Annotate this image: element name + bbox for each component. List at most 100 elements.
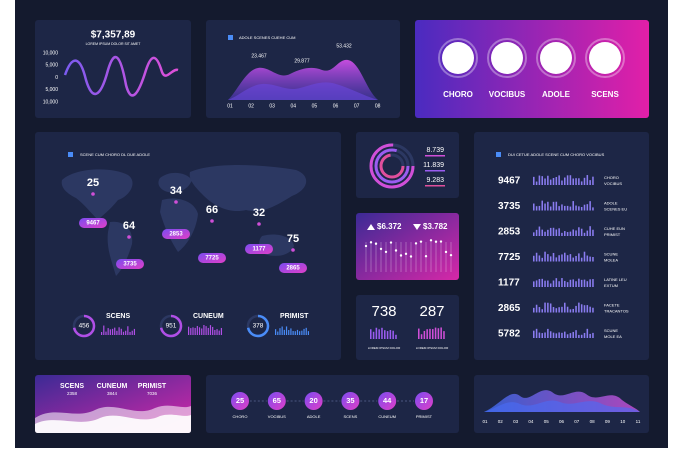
panel bbox=[356, 295, 459, 360]
legend-swatch bbox=[496, 152, 501, 157]
mini-bar bbox=[426, 329, 428, 339]
mini-bar bbox=[196, 325, 198, 335]
score-label: VOCIBUS bbox=[489, 90, 526, 99]
mini-bar bbox=[566, 306, 569, 313]
mini-bar bbox=[307, 331, 310, 335]
mini-bar bbox=[544, 332, 546, 338]
mini-bar bbox=[569, 231, 572, 236]
mini-bar bbox=[589, 180, 591, 185]
row-value: 2865 bbox=[498, 303, 521, 314]
mini-bar bbox=[552, 227, 555, 236]
mini-bar bbox=[575, 178, 577, 185]
mini-bar bbox=[547, 328, 549, 338]
mini-bar bbox=[101, 332, 103, 335]
mini-bar bbox=[375, 327, 378, 339]
price-dot bbox=[404, 252, 408, 256]
mini-bar bbox=[569, 254, 572, 262]
score-value: 98 bbox=[452, 50, 464, 62]
mini-bar bbox=[443, 331, 445, 339]
mini-bar bbox=[572, 178, 575, 185]
mini-bar bbox=[561, 204, 563, 211]
pin-pill bbox=[198, 253, 226, 263]
mini-bar bbox=[277, 331, 279, 335]
mini-bar bbox=[544, 178, 546, 185]
pin-dot bbox=[127, 235, 131, 239]
mini-bar bbox=[586, 230, 589, 236]
data-label: 53.432 bbox=[336, 43, 352, 49]
pair-caption: LOREM IPSUM DOLOR bbox=[368, 346, 401, 350]
mini-bar bbox=[432, 329, 434, 339]
panel bbox=[415, 20, 649, 118]
mini-bar bbox=[555, 229, 558, 236]
mini-bar bbox=[207, 327, 209, 335]
mini-bar bbox=[580, 181, 583, 185]
axis-label: 5,000 bbox=[45, 87, 58, 93]
mini-bar bbox=[566, 205, 569, 211]
mini-bar bbox=[547, 302, 549, 313]
axis-label: 5,000 bbox=[45, 63, 58, 69]
mini-bar bbox=[578, 253, 580, 262]
pin-label: 9467 bbox=[86, 221, 100, 227]
mini-bar bbox=[188, 326, 190, 335]
price-dot bbox=[384, 250, 388, 254]
mini-bar bbox=[592, 207, 594, 211]
score-label: ADOLE bbox=[542, 90, 571, 99]
score-ring bbox=[585, 38, 625, 78]
mini-bar bbox=[392, 330, 394, 339]
mini-bar bbox=[131, 330, 133, 335]
mini-bar bbox=[580, 207, 583, 211]
mini-bar bbox=[569, 279, 572, 287]
step-label: VOCIBUS bbox=[268, 414, 286, 419]
mini-bar bbox=[190, 328, 192, 335]
mini-bar bbox=[583, 232, 586, 236]
mini-bar bbox=[572, 257, 575, 262]
score-ring bbox=[438, 38, 478, 78]
price-dot bbox=[389, 241, 393, 244]
data-label: 23.467 bbox=[251, 53, 267, 59]
mini-bar bbox=[589, 201, 591, 211]
row-value: 5782 bbox=[498, 329, 521, 340]
mini-bar bbox=[275, 329, 277, 335]
mini-bar bbox=[547, 201, 549, 211]
x-label: 07 bbox=[354, 103, 360, 109]
legend-swatch bbox=[68, 152, 73, 157]
score-caption: LOREM bbox=[453, 64, 464, 68]
mini-bar bbox=[592, 279, 594, 287]
mini-bar bbox=[547, 229, 549, 236]
mini-bar bbox=[381, 327, 383, 339]
mini-bar bbox=[103, 325, 105, 335]
mini-bar bbox=[558, 332, 560, 338]
mini-bar bbox=[538, 255, 541, 262]
mini-bar bbox=[194, 327, 196, 335]
x-label: 06 bbox=[559, 419, 565, 424]
mini-bar bbox=[586, 328, 589, 338]
mini-bar bbox=[541, 309, 544, 313]
step-label: CHORO bbox=[233, 414, 248, 419]
price-dot bbox=[439, 240, 443, 243]
gauge-label: PRIMIST bbox=[280, 313, 309, 320]
stat-label: PRIMIST bbox=[138, 383, 167, 390]
mini-bar bbox=[580, 279, 583, 287]
mini-bar bbox=[549, 179, 552, 185]
mini-bar bbox=[541, 200, 544, 211]
mini-bar bbox=[558, 206, 560, 211]
mini-bar bbox=[580, 334, 583, 338]
mini-bar bbox=[538, 205, 541, 211]
score-label: CHORO bbox=[443, 90, 473, 99]
mini-bar bbox=[564, 205, 566, 211]
price-dot bbox=[434, 240, 438, 243]
pair-value: 738 bbox=[371, 303, 396, 320]
mini-bar bbox=[538, 175, 541, 185]
row-label: FACETE bbox=[604, 303, 620, 308]
step-label: PRIMIST bbox=[416, 414, 433, 419]
mini-bar bbox=[305, 327, 307, 335]
price-down: $3.782 bbox=[423, 222, 448, 231]
pin-value: 75 bbox=[287, 233, 299, 245]
gauge-arc bbox=[72, 314, 96, 338]
score-circle bbox=[491, 42, 523, 74]
mini-bar bbox=[301, 330, 303, 335]
score-caption: LOREM bbox=[551, 64, 562, 68]
score-caption: LOREM bbox=[502, 64, 513, 68]
mini-bar bbox=[555, 201, 558, 211]
